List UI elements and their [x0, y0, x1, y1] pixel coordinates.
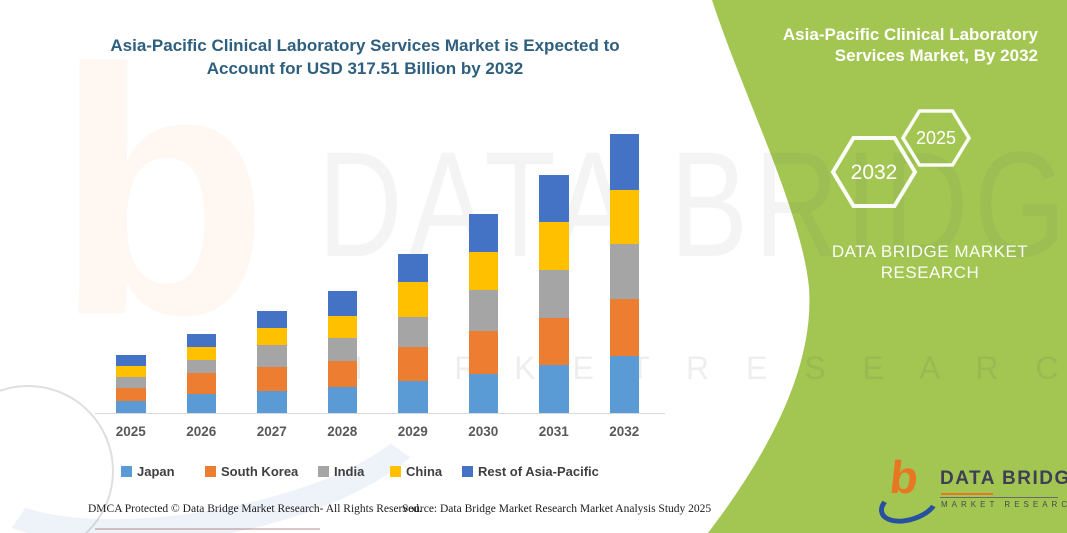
bar-segment-south_korea-2026: [186, 373, 216, 394]
bar-segment-india-2029: [398, 317, 428, 347]
bar-segment-japan-2026: [186, 394, 216, 413]
bar-segment-china-2026: [186, 346, 216, 360]
bar-segment-china-2027: [257, 328, 287, 346]
bar-segment-japan-2025: [116, 400, 146, 413]
legend-item-japan: Japan: [121, 464, 175, 479]
x-axis-label-2030: 2030: [468, 424, 499, 439]
bar-segment-south_korea-2031: [539, 317, 569, 365]
legend-label-india: India: [334, 464, 365, 479]
bar-segment-japan-2027: [257, 391, 287, 413]
legend-swatch-japan-icon: [121, 466, 132, 477]
legend-label-rest_of_apac: Rest of Asia-Pacific: [478, 464, 599, 479]
hexagon-2032-label: 2032: [851, 161, 898, 184]
bar-segment-china-2030: [468, 251, 498, 290]
side-panel-brand-text: DATA BRIDGE MARKET RESEARCH: [800, 241, 1060, 283]
legend-swatch-india-icon: [318, 466, 329, 477]
hexagon-2032-icon: [830, 136, 918, 208]
bar-chart: 2025 2026 2027 2028 2029 2030 2031 2032: [115, 133, 640, 439]
bar-segment-rest_of_apac-2029: [398, 253, 428, 283]
bar-segment-rest_of_apac-2026: [186, 333, 216, 347]
chart-legend: Japan South Korea India China Rest of Asia-P…: [90, 464, 670, 482]
bar-segment-rest_of_apac-2032: [609, 133, 639, 190]
legend-label-china: China: [406, 464, 443, 479]
bar-segment-india-2025: [116, 376, 146, 388]
bar-segment-china-2025: [116, 365, 146, 377]
bar-segment-japan-2032: [609, 355, 639, 413]
x-axis-label-2028: 2028: [327, 424, 358, 439]
bar-segment-south_korea-2027: [257, 367, 287, 391]
bar-segment-india-2030: [468, 289, 498, 331]
watermark-spaced-text: M A R K E T R E S E A R C H: [336, 350, 1067, 386]
data-bridge-logo: b DATA BRIDGE MARKET RESEARCH: [873, 451, 1067, 531]
footer-divider-line: [95, 528, 320, 530]
footer-dmca-text: DMCA Protected © Data Bridge Market Rese…: [88, 503, 422, 515]
side-panel-brand-line-2: RESEARCH: [880, 263, 980, 282]
data-bridge-logo-mark-icon: b: [873, 451, 945, 531]
watermark-b-logo-icon: b: [55, 0, 269, 388]
bar-segment-south_korea-2030: [468, 330, 498, 374]
legend-label-japan: Japan: [137, 464, 175, 479]
x-axis-label-2032: 2032: [609, 424, 640, 439]
logo-name-text: DATA BRIDGE: [940, 468, 1067, 489]
legend-swatch-south_korea-icon: [205, 466, 216, 477]
bar-segment-india-2026: [186, 359, 216, 373]
hexagon-2025-icon: [900, 109, 972, 167]
legend-item-india: India: [318, 464, 364, 479]
chart-title: Asia-Pacific Clinical Laboratory Service…: [90, 34, 640, 80]
bar-segment-rest_of_apac-2031: [539, 174, 569, 222]
x-axis-label-2025: 2025: [115, 424, 146, 439]
bar-segment-japan-2031: [539, 365, 569, 413]
logo-divider-line: [940, 497, 1058, 498]
x-axis-line: [95, 413, 665, 414]
green-panel-shape: [708, 0, 1067, 533]
bar-segment-china-2031: [539, 221, 569, 270]
bar-segment-china-2032: [609, 189, 639, 244]
hexagon-2025-label: 2025: [916, 128, 956, 148]
bar-segment-japan-2028: [327, 386, 357, 413]
side-panel-title-line-2: Services Market, By 2032: [834, 46, 1038, 65]
bar-segment-rest_of_apac-2025: [116, 354, 146, 366]
bar-segment-south_korea-2032: [609, 298, 639, 356]
bar-segment-rest_of_apac-2027: [257, 311, 287, 329]
bar-segment-rest_of_apac-2028: [327, 290, 357, 316]
legend-item-south_korea: South Korea: [205, 464, 298, 479]
x-axis-label-2027: 2027: [256, 424, 287, 439]
legend-label-south_korea: South Korea: [221, 464, 299, 479]
bar-segment-india-2028: [327, 337, 357, 361]
legend-swatch-china-icon: [390, 466, 401, 477]
bar-segment-south_korea-2029: [398, 346, 428, 381]
x-axis-label-2031: 2031: [538, 424, 569, 439]
logo-accent-line: [941, 493, 993, 495]
year-hexagons: 2032 2025: [830, 109, 972, 208]
bar-segment-india-2032: [609, 243, 639, 299]
chart-title-line-2: Account for USD 317.51 Billion by 2032: [206, 59, 524, 78]
side-panel-title: Asia-Pacific Clinical Laboratory Service…: [760, 24, 1038, 66]
bar-segment-japan-2030: [468, 373, 498, 413]
footer-source-text: Source: Data Bridge Market Research Mark…: [402, 503, 712, 515]
side-panel-title-line-1: Asia-Pacific Clinical Laboratory: [782, 25, 1038, 44]
bar-segment-india-2031: [539, 269, 569, 318]
chart-title-line-1: Asia-Pacific Clinical Laboratory Service…: [110, 36, 620, 55]
x-axis-label-2029: 2029: [397, 424, 428, 439]
bar-segment-china-2029: [398, 282, 428, 317]
logo-subtitle-text: MARKET RESEARCH: [941, 500, 1067, 509]
bar-segment-rest_of_apac-2030: [468, 213, 498, 252]
watermark-big-text: DATA BRIDGE: [318, 120, 1067, 288]
legend-item-rest_of_apac: Rest of Asia-Pacific: [462, 464, 599, 479]
bar-segment-japan-2029: [398, 381, 428, 413]
x-axis-label-2026: 2026: [186, 424, 217, 439]
bar-segment-india-2027: [257, 345, 287, 368]
bar-segment-south_korea-2028: [327, 360, 357, 387]
bar-segment-south_korea-2025: [116, 387, 146, 401]
legend-item-china: China: [390, 464, 442, 479]
bar-segment-china-2028: [327, 315, 357, 338]
legend-swatch-rest_of_apac-icon: [462, 466, 473, 477]
side-panel-brand-line-1: DATA BRIDGE MARKET: [831, 242, 1029, 261]
